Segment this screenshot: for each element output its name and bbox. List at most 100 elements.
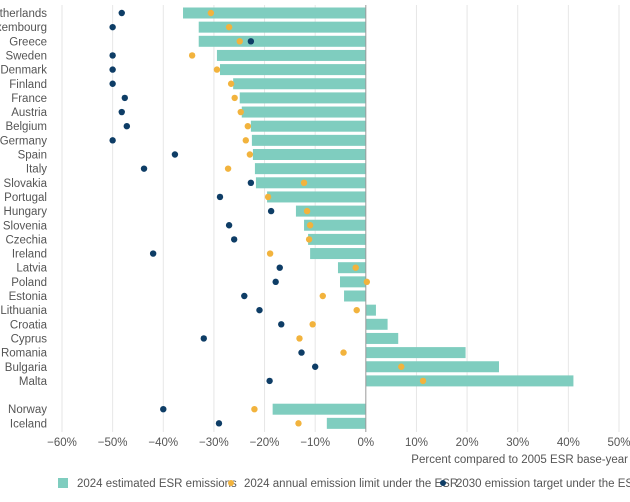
bar [365, 304, 376, 316]
category-label: Belgium [5, 121, 47, 133]
legend-label: 2024 annual emission limit under the ESR [244, 478, 458, 490]
x-tick-label: −50% [98, 437, 128, 449]
category-label: Netherlands [0, 8, 47, 20]
limit-dot [225, 23, 233, 31]
legend-label: 2030 emission target under the ESR [456, 478, 630, 490]
gridlines [61, 5, 620, 432]
category-label: Iceland [10, 418, 47, 430]
category-labels: Netherlands Luxembourg Greece Sweden Denmark… [0, 8, 48, 430]
target-dot [272, 278, 279, 286]
target-dot [278, 321, 285, 328]
bar [251, 134, 366, 146]
limit-dot [340, 349, 347, 356]
target-dot [109, 52, 116, 59]
dots [109, 9, 427, 427]
target-dot [247, 38, 255, 45]
target-dot [225, 222, 233, 229]
target-dot [216, 193, 224, 201]
bar [365, 375, 574, 387]
category-label: Bulgaria [5, 362, 48, 374]
bar [308, 233, 366, 245]
bar [233, 78, 366, 90]
x-axis-label: Percent compared to 2005 ESR base-year [411, 454, 628, 466]
legend-swatch-target [440, 480, 446, 486]
category-label: Latvia [16, 263, 47, 275]
bar [304, 219, 366, 231]
target-dot [311, 363, 319, 370]
bar [239, 92, 366, 104]
bar [365, 347, 466, 359]
category-label: Austria [11, 107, 47, 119]
category-label: Italy [26, 164, 47, 176]
limit-dot [242, 137, 250, 144]
x-tick-label: −20% [250, 437, 280, 449]
category-label: Hungary [4, 206, 48, 218]
limit-dot [319, 292, 326, 300]
limit-dot [419, 377, 427, 385]
limit-dot [237, 108, 244, 116]
bar [310, 248, 366, 260]
bar [267, 191, 366, 203]
limit-dot [231, 94, 238, 102]
category-label: Czechia [5, 234, 47, 246]
category-label: Spain [18, 150, 47, 162]
category-label: France [11, 93, 47, 105]
x-tick-label: 20% [456, 437, 479, 449]
target-dot [298, 349, 305, 356]
category-label: Luxembourg [0, 22, 47, 34]
bar [219, 64, 366, 76]
x-tick-label: −30% [199, 437, 229, 449]
target-dot [149, 250, 157, 257]
category-label: Croatia [10, 319, 48, 331]
target-dot [200, 335, 207, 342]
target-dot [121, 94, 128, 102]
bar [183, 7, 366, 19]
limit-dot [295, 420, 302, 427]
legend-swatch-bars [58, 478, 68, 488]
limit-dot [188, 52, 196, 59]
limit-dot [398, 363, 405, 370]
x-tick-label: 0% [358, 437, 375, 449]
category-label: Poland [11, 277, 47, 289]
limit-dot [353, 306, 360, 314]
bars [183, 7, 574, 429]
bar [250, 120, 366, 132]
target-dot [109, 80, 116, 87]
target-dot [171, 151, 179, 158]
target-dot [109, 66, 116, 73]
target-dot [109, 23, 116, 31]
category-label: Germany [0, 135, 47, 147]
category-label: Greece [9, 36, 47, 48]
legend: 2024 estimated ESR emissions 2024 annual … [58, 478, 630, 490]
x-tick-label: −40% [148, 437, 178, 449]
legend-label: 2024 estimated ESR emissions [77, 478, 237, 490]
bar [198, 21, 366, 33]
x-tick-label: 10% [405, 437, 428, 449]
category-label: Sweden [5, 50, 47, 62]
bar [326, 417, 366, 429]
target-dot [118, 108, 125, 116]
category-label: Lithuania [0, 305, 47, 317]
bar [339, 276, 366, 288]
limit-dot [251, 406, 258, 413]
bar [295, 205, 366, 217]
bar [337, 262, 366, 274]
limit-dot [244, 123, 252, 130]
bar [241, 106, 366, 118]
target-dot [160, 406, 167, 413]
target-dot [118, 9, 125, 17]
limit-dot [246, 151, 254, 158]
limit-dot [213, 66, 221, 73]
target-dot [123, 123, 131, 130]
target-dot [215, 420, 223, 427]
target-dot [267, 207, 275, 215]
bar [365, 318, 388, 330]
bar [198, 35, 366, 47]
category-label: Portugal [4, 192, 47, 204]
limit-dot [363, 278, 371, 286]
bar [365, 361, 499, 373]
x-tick-label: 40% [557, 437, 580, 449]
limit-dot [303, 207, 311, 215]
limit-dot [296, 335, 303, 342]
